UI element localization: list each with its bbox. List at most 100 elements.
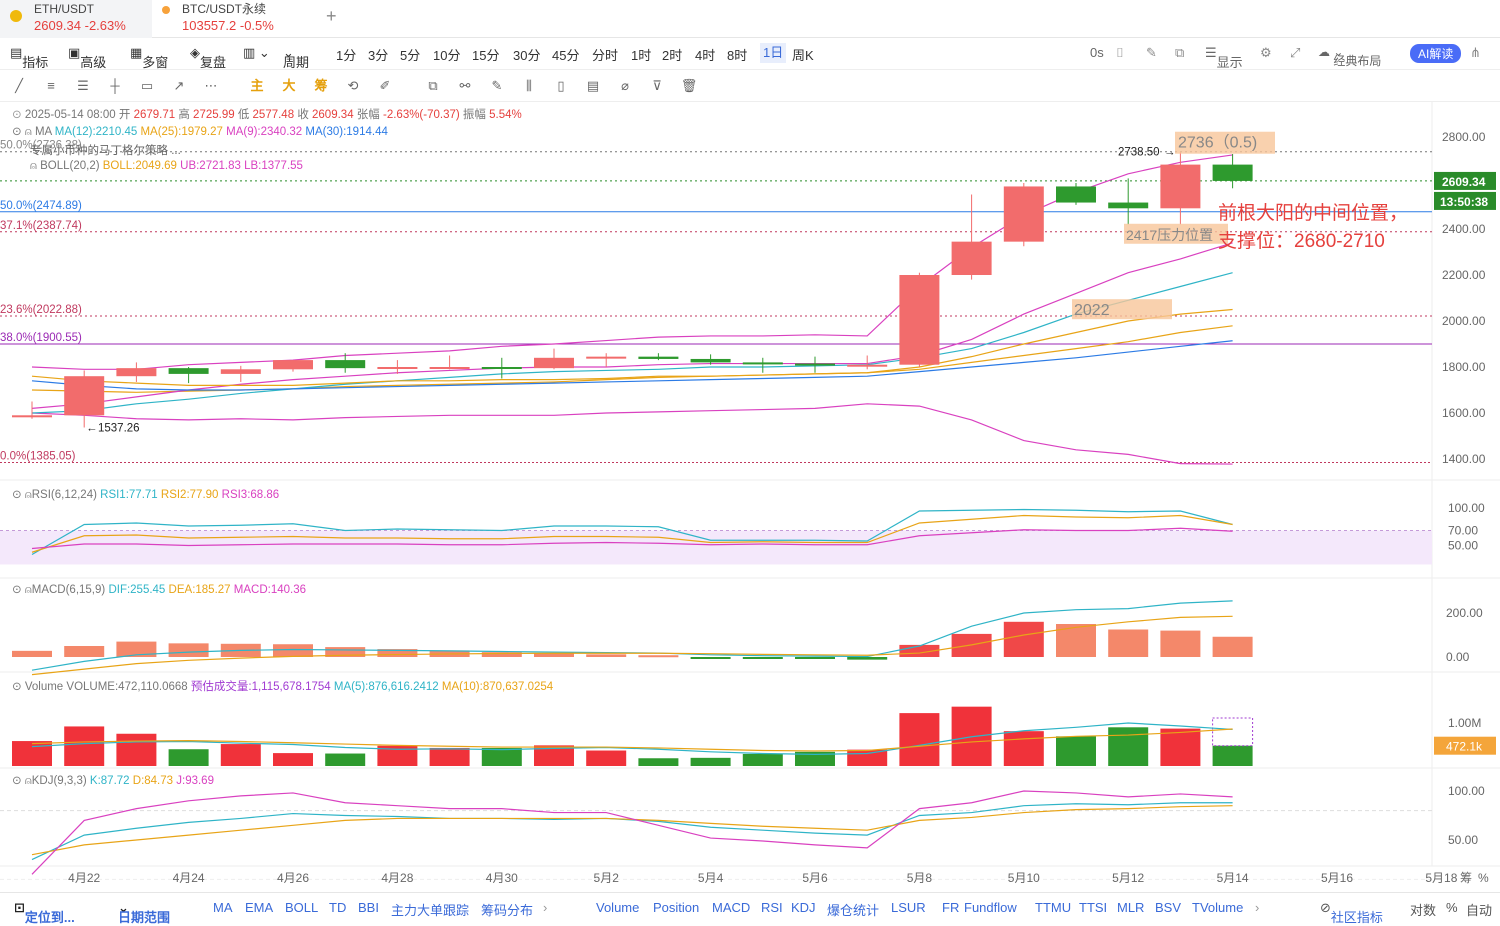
ruler-icon[interactable]: ✐ [379,78,391,93]
interval-2[interactable]: 5分 [400,48,421,63]
dea-line [31,615,1233,676]
settings-icon[interactable]: ⚙ [1260,45,1272,60]
magnet-icon[interactable]: ⌀ [621,78,629,93]
channel-tool-icon[interactable]: ☰ [77,78,89,93]
interval-3[interactable]: 10分 [433,48,461,63]
arrow-tool-icon[interactable]: ↗ [173,78,185,93]
line-tool-icon[interactable]: ╱ [15,78,23,93]
pen-icon[interactable]: ✎ [1146,45,1157,60]
community-indicators-button[interactable]: ⊘ 社区指标 [1320,900,1383,925]
date-range-dropdown[interactable]: 日期范围 ⌄ [118,900,171,925]
chart-type-icon[interactable]: ▥ ⌄ [243,45,270,60]
layout-dropdown[interactable]: ☁ 经典布局 ⌄ [1318,45,1382,68]
tab-btc-usdt[interactable]: BTC/USDT永续 103557.2 -0.5% [152,0,322,38]
sub-indicator-13[interactable]: TVolume [1192,900,1244,915]
expand-icon[interactable]: ⤢ [1290,45,1301,60]
strategy-label[interactable]: 专属小币种的马丁格尔策略 ... [30,145,181,157]
volume-badge [1434,736,1496,755]
interval-5[interactable]: 30分 [513,48,541,63]
locate-button[interactable]: ⊡ 定位到... [14,900,75,925]
copy-icon[interactable]: ⧉ [428,78,438,93]
sub-indicator-4[interactable]: KDJ [791,900,816,915]
advanced-button[interactable]: ▣ 高级 [68,45,107,70]
volume-bar [586,750,627,766]
main-indicator-5[interactable]: 主力大单跟踪 [391,903,470,918]
camera-icon[interactable]: ⌷ [1116,45,1124,60]
edit-icon[interactable]: ✎ [491,78,503,93]
adjust-button[interactable]: ◈ 复盘 [190,45,227,70]
interval-6[interactable]: 45分 [552,48,580,63]
sub-indicator-10[interactable]: TTSI [1079,900,1108,915]
date-axis-label: 5月16 [1321,871,1353,885]
countdown-badge [1434,191,1496,210]
auto-toggle[interactable]: 自动 [1466,903,1493,918]
period-dropdown[interactable]: 周期 ⌄ [283,45,310,70]
parallel-tool-icon[interactable]: ≡ [47,78,55,93]
main-chart-icon[interactable]: 主 [250,78,264,93]
interval-0[interactable]: 1分 [336,48,357,63]
interval-10[interactable]: 4时 [695,48,716,63]
chevron-right-icon[interactable]: › [1255,900,1260,915]
main-indicator-1[interactable]: EMA [245,900,274,915]
indicators-button[interactable]: ▤ 指标 [10,45,49,70]
rsi-band [0,530,1432,565]
interval-8[interactable]: 1时 [631,48,652,63]
clipboard-icon[interactable]: ▯ [557,78,565,93]
interval-11[interactable]: 8时 [727,48,748,63]
main-indicator-2[interactable]: BOLL [285,900,319,915]
fullscreen-icon[interactable]: ⧉ [1175,45,1185,60]
sub-indicator-7[interactable]: FR [942,900,960,915]
rsi-axis-label: 100.00 [1448,501,1485,515]
candle-icon[interactable]: ⫼ [526,78,532,93]
sub-indicator-2[interactable]: MACD [712,900,751,915]
interval-13[interactable]: 周K [792,48,814,63]
ai-button[interactable]: AI解读 [1410,44,1462,63]
rectangle-tool-icon[interactable]: ▭ [140,78,154,93]
macd-bar [168,643,209,657]
display-button[interactable]: ☰ 显示 [1205,45,1243,70]
main-indicator-3[interactable]: TD [329,900,347,915]
sub-indicator-9[interactable]: TTMU [1035,900,1072,915]
sub-indicator-8[interactable]: Fundflow [964,900,1017,915]
link-icon[interactable]: ⚯ [459,78,471,93]
interval-1[interactable]: 3分 [368,48,389,63]
boll-legend: ⍝ BOLL(20,2) BOLL:2049.69 UB:2721.83 LB:… [30,160,303,172]
date-axis-label: 4月24 [173,871,205,885]
add-tab-button[interactable]: + [326,6,337,26]
interval-7[interactable]: 分时 [592,48,619,63]
chips-icon[interactable]: 筹 [314,78,328,93]
more-tools-icon[interactable]: ⋯ [204,78,218,93]
big-order-icon[interactable]: 大 [282,78,296,93]
sub-indicator-11[interactable]: MLR [1117,900,1145,915]
main-indicator-6[interactable]: 筹码分布 [481,903,534,918]
percent-toggle[interactable]: % [1446,900,1458,915]
main-indicator-4[interactable]: BBI [358,900,379,915]
kdj-d-line [31,805,1233,856]
sub-indicator-6[interactable]: LSUR [891,900,926,915]
share-icon[interactable]: ⋔ [1470,45,1481,60]
date-axis-label: 5月14 [1217,871,1249,885]
macd-bar [1108,629,1149,657]
sub-indicator-0[interactable]: Volume [596,900,640,915]
tab-eth-usdt[interactable]: ETH/USDT 2609.34 -2.63% [0,0,152,38]
sub-indicator-12[interactable]: BSV [1155,900,1182,915]
sub-indicator-5[interactable]: 爆仓统计 [827,903,880,918]
sub-indicator-1[interactable]: Position [653,900,700,915]
log-toggle[interactable]: 对数 [1410,903,1437,918]
candle-body [1160,164,1201,209]
multi-window-button[interactable]: ▦ 多窗 [130,45,169,70]
horizontal-line-icon[interactable]: ┼ [110,78,120,93]
chart-canvas[interactable]: 2800.002600.002400.002200.002000.001800.… [0,102,1500,892]
main-indicator-0[interactable]: MA [213,900,233,915]
interval-4[interactable]: 15分 [472,48,500,63]
interval-12[interactable]: 1日 [760,43,787,63]
trash-icon[interactable]: 🗑 [680,78,698,93]
interval-9[interactable]: 2时 [662,48,683,63]
sync-icon[interactable]: ⟲ [347,78,359,93]
filter-icon[interactable]: ⊽ [652,78,662,93]
sub-indicator-3[interactable]: RSI [761,900,783,915]
note-icon[interactable]: ▤ [586,78,600,93]
annotation-note-line2: 支撑位：2680-2710 [1218,230,1385,252]
chevron-right-icon[interactable]: › [543,900,548,915]
macd-bar [1160,630,1201,657]
